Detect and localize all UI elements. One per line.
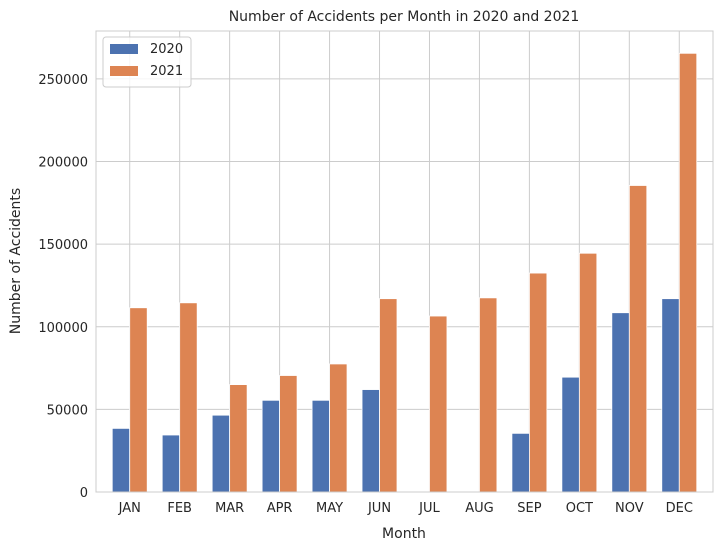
y-tick-label: 0	[80, 486, 88, 501]
y-tick-labels: 0 50000 100000 150000 200000 250000	[38, 73, 88, 501]
x-tick-label: JUL	[418, 501, 440, 516]
legend-swatch-2021	[110, 66, 138, 76]
x-tick-label: AUG	[465, 501, 493, 516]
bar-2021-sep	[528, 272, 548, 493]
bar-2021-feb	[179, 302, 198, 493]
plot-frame	[95, 30, 714, 493]
x-tick-label: JAN	[118, 501, 141, 516]
bar-2021-apr	[279, 375, 298, 493]
x-tick-label: OCT	[566, 501, 593, 516]
bar-2020-may	[311, 399, 330, 493]
bar-2021-jun	[379, 298, 398, 493]
y-tick-label: 150000	[38, 238, 88, 253]
x-tick-label: NOV	[615, 501, 644, 516]
bar-2021-nov	[628, 185, 648, 493]
x-tick-label: DEC	[666, 501, 693, 516]
chart-title: Number of Accidents per Month in 2020 an…	[229, 9, 580, 25]
x-tick-label: SEP	[517, 501, 541, 516]
legend-label-2021: 2021	[150, 64, 183, 79]
bar-2020-oct	[561, 376, 580, 493]
x-axis-title: Month	[382, 526, 426, 542]
bar-2020-sep	[511, 432, 530, 493]
plot-area	[96, 31, 713, 492]
legend-swatch-2020	[110, 44, 138, 54]
bar-2020-mar	[211, 414, 231, 493]
bar-2021-dec	[678, 52, 698, 493]
x-tick-labels: JAN FEB MAR APR MAY JUN JUL AUG SEP OCT NOV DEC	[118, 501, 693, 516]
bar-2021-jan	[129, 307, 148, 493]
y-tick-label: 100000	[38, 321, 88, 336]
x-tick-label: JUN	[367, 501, 391, 516]
x-tick-label: FEB	[167, 501, 192, 516]
bar-2020-jun	[361, 389, 380, 493]
bar-2020-jan	[111, 427, 131, 493]
x-tick-label: MAR	[215, 501, 244, 516]
bar-2021-mar	[229, 384, 248, 493]
legend-label-2020: 2020	[150, 42, 183, 57]
bar-2021-jul	[429, 315, 448, 493]
x-tick-label: APR	[267, 501, 293, 516]
bar-2020-nov	[611, 312, 630, 493]
y-tick-label: 250000	[38, 73, 88, 88]
bar-2020-dec	[661, 298, 680, 493]
y-tick-label: 50000	[47, 403, 88, 418]
bar-2020-feb	[161, 434, 181, 493]
bar-2021-aug	[479, 297, 498, 493]
bar-2021-oct	[578, 252, 598, 493]
y-tick-label: 200000	[38, 156, 88, 171]
x-tick-label: MAY	[316, 501, 343, 516]
legend: 2020 2021	[102, 36, 192, 88]
bar-2020-apr	[261, 399, 281, 493]
y-axis-title: Number of Accidents	[8, 188, 24, 334]
bars	[111, 52, 698, 493]
bar-2021-may	[329, 363, 348, 493]
